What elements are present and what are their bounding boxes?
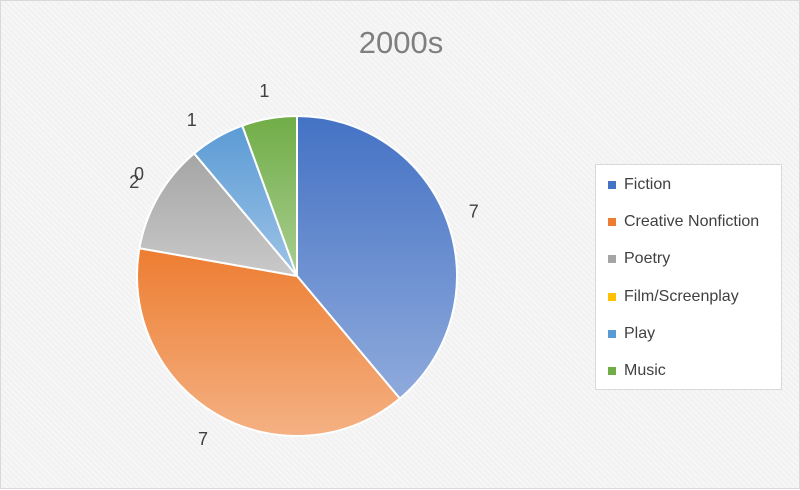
slice-fiction: [296, 115, 458, 400]
legend-item-creative-nonfiction: Creative Nonfiction: [608, 212, 759, 232]
legend-swatch: [608, 367, 616, 375]
legend-item-film-screenplay: Film/Screenplay: [608, 287, 739, 307]
legend-item-fiction: Fiction: [608, 175, 671, 195]
legend-label: Music: [624, 362, 666, 379]
slice-creative-nonfiction: [136, 247, 401, 438]
chart-title: 2000s: [359, 25, 443, 60]
legend-swatch: [608, 292, 616, 301]
legend-item-music: Music: [608, 361, 666, 381]
data-label-film-screenplay: 0: [134, 164, 144, 184]
slice-poetry: [138, 152, 298, 277]
legend-label: Play: [624, 324, 656, 342]
legend: Fiction Creative Nonfiction Poetry Film/Scr…: [595, 164, 782, 390]
legend-label: Film/Screenplay: [624, 287, 739, 305]
legend-swatch: [608, 218, 616, 227]
data-label-play: 1: [187, 110, 197, 130]
legend-label: Poetry: [624, 250, 671, 268]
legend-item-play: Play: [608, 324, 655, 344]
legend-swatch: [608, 255, 616, 264]
data-label-fiction: 7: [469, 202, 479, 222]
legend-label: Fiction: [624, 176, 672, 193]
slice-music: [241, 115, 298, 277]
legend-swatch: [608, 181, 616, 189]
data-label-creative-nonfiction: 7: [198, 429, 208, 449]
legend-label: Creative Nonfiction: [624, 213, 760, 231]
legend-swatch: [608, 329, 616, 338]
data-label-music: 1: [259, 81, 269, 101]
data-label-poetry: 2: [129, 172, 139, 192]
legend-item-poetry: Poetry: [608, 249, 670, 269]
